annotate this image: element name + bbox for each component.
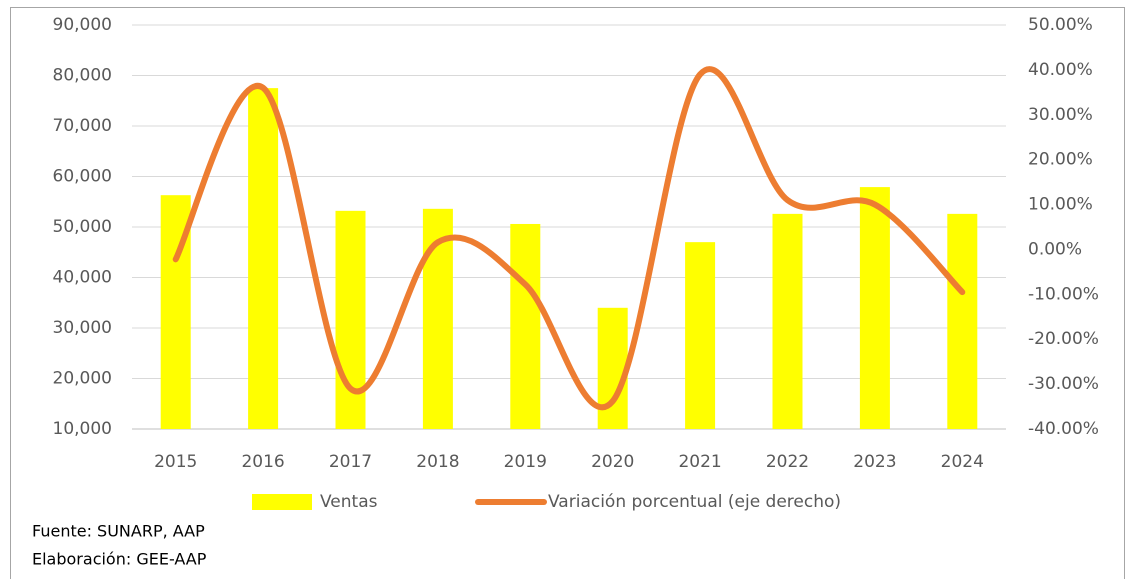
y-tick-label: 40,000: [53, 268, 112, 288]
legend-label: Variación porcentual (eje derecho): [548, 492, 841, 512]
y2-tick-label: -40.00%: [1028, 419, 1099, 439]
y2-tick-label: -20.00%: [1028, 329, 1099, 349]
legend-swatch: [252, 494, 312, 510]
y-tick-label: 60,000: [53, 167, 112, 187]
bar: [947, 213, 978, 429]
source-note: Fuente: SUNARP, AAP: [32, 522, 205, 541]
legend-label: Ventas: [320, 492, 378, 512]
y-tick-label: 80,000: [53, 66, 112, 86]
y2-tick-label: 50.00%: [1028, 15, 1093, 35]
bar: [859, 187, 890, 429]
y-tick-label: 50,000: [53, 217, 112, 237]
y2-tick-label: 40.00%: [1028, 60, 1093, 80]
y2-tick-label: -10.00%: [1028, 284, 1099, 304]
y2-tick-label: -30.00%: [1028, 374, 1099, 394]
bar: [597, 307, 628, 429]
x-tick-label: 2023: [853, 452, 896, 472]
bar: [685, 242, 716, 429]
y2-tick-label: 0.00%: [1028, 239, 1082, 259]
bar: [772, 213, 803, 429]
bar: [335, 210, 366, 429]
y2-tick-label: 10.00%: [1028, 195, 1093, 215]
x-tick-label: 2019: [504, 452, 547, 472]
bar: [248, 88, 279, 429]
y2-tick-label: 30.00%: [1028, 105, 1093, 125]
x-tick-label: 2017: [329, 452, 372, 472]
y-tick-label: 20,000: [53, 369, 112, 389]
bar: [510, 223, 541, 429]
x-tick-label: 2020: [591, 452, 634, 472]
x-tick-label: 2015: [154, 452, 197, 472]
credit-note: Elaboración: GEE-AAP: [32, 550, 207, 569]
x-tick-label: 2016: [241, 452, 284, 472]
x-tick-label: 2018: [416, 452, 459, 472]
y-tick-label: 10,000: [53, 419, 112, 439]
x-tick-label: 2021: [678, 452, 721, 472]
x-tick-label: 2024: [941, 452, 984, 472]
x-tick-label: 2022: [766, 452, 809, 472]
y-tick-label: 70,000: [53, 116, 112, 136]
y2-tick-label: 20.00%: [1028, 150, 1093, 170]
y-tick-label: 30,000: [53, 318, 112, 338]
y-tick-label: 90,000: [53, 15, 112, 35]
line: [172, 66, 966, 411]
